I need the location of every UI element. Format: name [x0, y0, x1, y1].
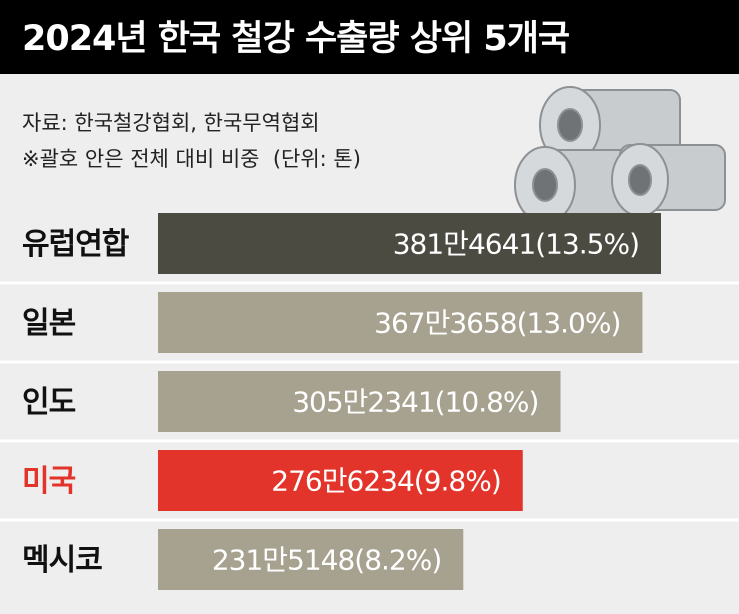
bar	[158, 529, 464, 590]
unit-note: ※괄호 안은 전체 대비 비중 (단위: 톤)	[22, 147, 361, 171]
coil-hole	[557, 108, 583, 142]
chart-title: 2024년 한국 철강 수출량 상위 5개국	[22, 19, 570, 59]
value-label: 381만4641(13.5%)	[393, 228, 639, 261]
category-label: 인도	[22, 385, 76, 420]
bar	[158, 371, 561, 432]
title-band	[0, 0, 739, 74]
category-label: 유럽연합	[22, 227, 130, 262]
value-label: 305만2341(10.8%)	[292, 386, 538, 419]
value-label: 367만3658(13.0%)	[374, 307, 620, 340]
value-label: 276만6234(9.8%)	[271, 465, 500, 498]
value-label: 231만5148(8.2%)	[212, 544, 441, 577]
bar	[158, 450, 523, 511]
category-label: 미국	[22, 464, 76, 499]
bar	[158, 213, 661, 274]
coil-hole	[628, 164, 652, 196]
category-label: 멕시코	[22, 543, 102, 578]
steel-coils	[514, 86, 726, 224]
source-note: 자료: 한국철강협회, 한국무역협회	[22, 111, 320, 135]
category-label: 일본	[22, 306, 76, 341]
coil-hole	[532, 168, 558, 202]
bar	[158, 292, 643, 353]
